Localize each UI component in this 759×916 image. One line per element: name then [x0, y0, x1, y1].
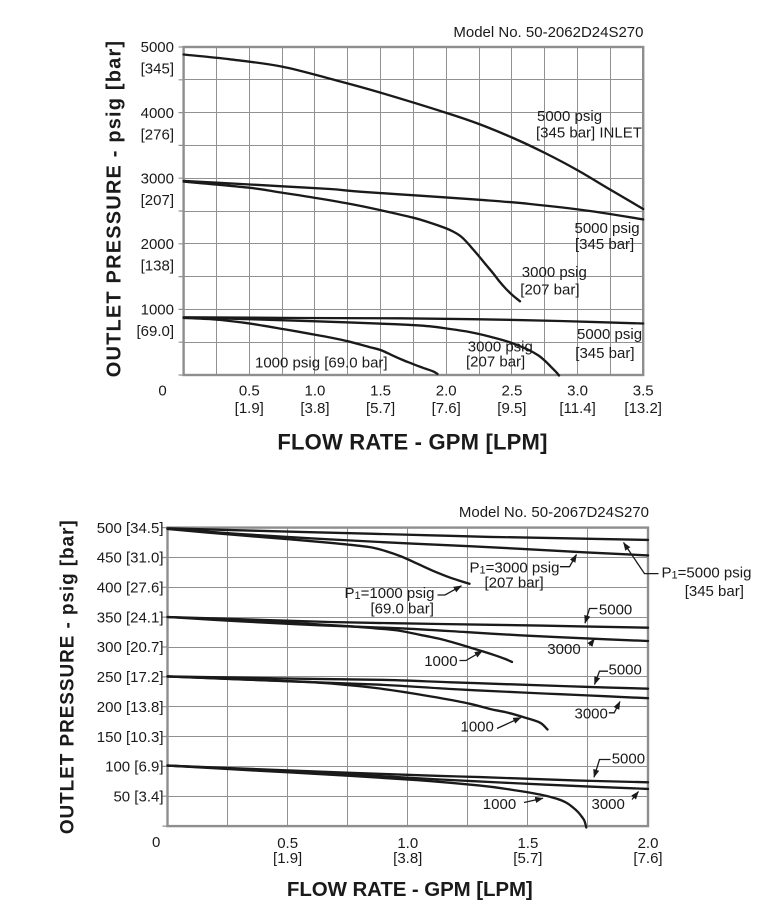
svg-text:[1.9]: [1.9]	[273, 850, 302, 867]
svg-text:OUTLET PRESSURE - psig [bar]: OUTLET PRESSURE - psig [bar]	[58, 519, 79, 834]
svg-text:[207 bar]: [207 bar]	[520, 282, 579, 299]
svg-text:150 [10.3]: 150 [10.3]	[97, 729, 164, 746]
svg-text:Model No. 50-2062D24S270: Model No. 50-2062D24S270	[453, 24, 643, 41]
svg-text:[5.7]: [5.7]	[366, 400, 395, 417]
svg-text:5000 psig: 5000 psig	[575, 220, 640, 237]
svg-text:[345]: [345]	[141, 61, 174, 78]
svg-text:100 [6.9]: 100 [6.9]	[105, 759, 163, 776]
svg-text:3000: 3000	[592, 796, 625, 813]
svg-text:1.5: 1.5	[370, 382, 391, 399]
svg-text:0.5: 0.5	[277, 835, 298, 852]
svg-text:[345 bar]: [345 bar]	[575, 236, 634, 253]
svg-text:[345 bar] INLET: [345 bar] INLET	[536, 124, 642, 141]
svg-text:5000: 5000	[599, 602, 632, 619]
svg-text:2.5: 2.5	[501, 382, 522, 399]
svg-text:FLOW RATE - GPM [LPM]: FLOW RATE - GPM [LPM]	[287, 878, 533, 901]
svg-text:2000: 2000	[141, 236, 174, 253]
svg-text:[7.6]: [7.6]	[432, 400, 461, 417]
svg-text:1.5: 1.5	[517, 835, 538, 852]
svg-text:1000 psig [69.0 bar]: 1000 psig [69.0 bar]	[255, 355, 388, 372]
svg-text:450 [31.0]: 450 [31.0]	[97, 550, 164, 567]
svg-text:3000 psig: 3000 psig	[522, 264, 587, 281]
svg-text:5000: 5000	[609, 661, 642, 678]
svg-text:[3.8]: [3.8]	[300, 400, 329, 417]
svg-text:[138]: [138]	[141, 258, 174, 275]
svg-text:[207 bar]: [207 bar]	[485, 575, 544, 592]
svg-text:[9.5]: [9.5]	[497, 400, 526, 417]
svg-text:250 [17.2]: 250 [17.2]	[97, 669, 164, 686]
svg-text:5000: 5000	[141, 39, 174, 56]
svg-text:[207 bar]: [207 bar]	[466, 354, 525, 371]
svg-text:OUTLET PRESSURE - psig [bar]: OUTLET PRESSURE - psig [bar]	[104, 40, 126, 378]
svg-text:[7.6]: [7.6]	[633, 850, 662, 867]
svg-text:500 [34.5]: 500 [34.5]	[97, 520, 164, 537]
svg-text:3000 psig: 3000 psig	[468, 339, 533, 356]
svg-text:1000: 1000	[483, 796, 516, 813]
svg-text:3.0: 3.0	[567, 382, 588, 399]
svg-text:[207]: [207]	[141, 192, 174, 209]
svg-text:1.0: 1.0	[304, 382, 325, 399]
svg-text:1000: 1000	[461, 719, 494, 736]
svg-text:Model No. 50-2067D24S270: Model No. 50-2067D24S270	[459, 504, 649, 521]
svg-text:[13.2]: [13.2]	[624, 400, 662, 417]
svg-text:[5.7]: [5.7]	[513, 850, 542, 867]
svg-text:[345 bar]: [345 bar]	[575, 345, 634, 362]
svg-text:1000: 1000	[141, 302, 174, 319]
svg-text:5000: 5000	[612, 751, 645, 768]
svg-text:300 [20.7]: 300 [20.7]	[97, 639, 164, 656]
svg-text:0: 0	[158, 382, 166, 399]
svg-text:[11.4]: [11.4]	[559, 400, 595, 417]
svg-text:2.0: 2.0	[436, 382, 457, 399]
svg-text:5000 psig: 5000 psig	[537, 108, 602, 125]
svg-text:400 [27.6]: 400 [27.6]	[97, 580, 164, 597]
svg-text:[1.9]: [1.9]	[235, 400, 264, 417]
svg-text:3000: 3000	[575, 706, 608, 723]
svg-text:[345 bar]: [345 bar]	[685, 583, 744, 600]
svg-text:3.5: 3.5	[633, 382, 654, 399]
svg-text:3000: 3000	[547, 641, 580, 658]
svg-text:[69.0 bar]: [69.0 bar]	[371, 601, 434, 618]
svg-text:P1=1000 psig: P1=1000 psig	[345, 585, 435, 602]
svg-text:1.0: 1.0	[397, 835, 418, 852]
svg-text:P1=5000 psig: P1=5000 psig	[662, 565, 752, 582]
svg-text:[69.0]: [69.0]	[136, 323, 174, 340]
svg-text:5000 psig: 5000 psig	[577, 326, 642, 343]
svg-text:2.0: 2.0	[638, 835, 659, 852]
svg-text:[3.8]: [3.8]	[393, 850, 422, 867]
svg-text:0: 0	[152, 834, 160, 851]
svg-text:P1=3000 psig: P1=3000 psig	[470, 560, 560, 577]
svg-text:4000: 4000	[141, 105, 174, 122]
svg-text:[276]: [276]	[141, 126, 174, 143]
svg-text:200 [13.8]: 200 [13.8]	[97, 699, 164, 716]
svg-text:50 [3.4]: 50 [3.4]	[113, 788, 163, 805]
svg-text:0.5: 0.5	[239, 382, 260, 399]
svg-text:1000: 1000	[424, 653, 457, 670]
svg-text:350 [24.1]: 350 [24.1]	[97, 609, 164, 626]
svg-text:FLOW RATE - GPM [LPM]: FLOW RATE - GPM [LPM]	[277, 430, 547, 455]
svg-text:3000: 3000	[141, 170, 174, 187]
